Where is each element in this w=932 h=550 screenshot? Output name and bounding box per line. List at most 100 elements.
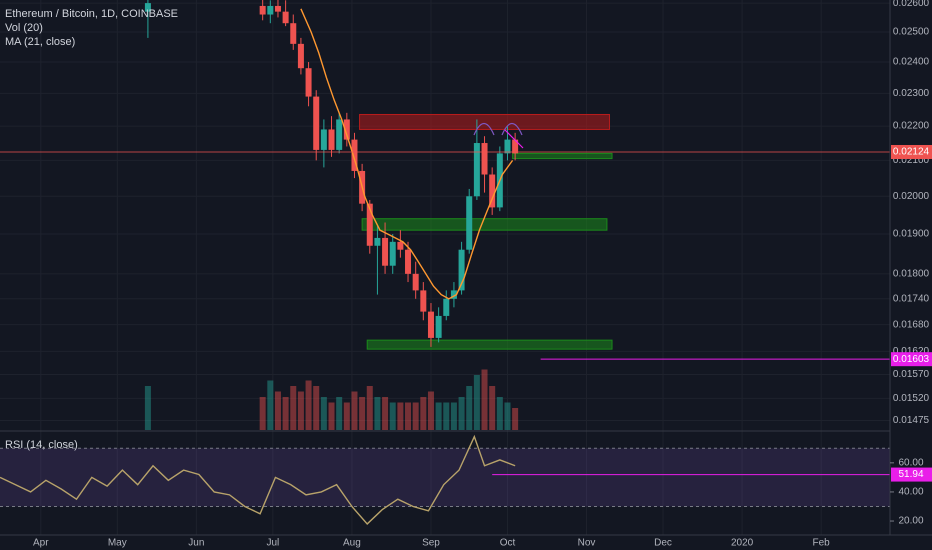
candle-body [443, 298, 450, 316]
candle-body [450, 290, 457, 299]
candle-body [412, 273, 419, 291]
volume-bar [359, 397, 366, 430]
y-tick-label: 0.01570 [893, 369, 930, 380]
chart-title: Ethereum / Bitcoin, 1D, COINBASE [5, 8, 178, 20]
x-tick-label: Jun [188, 538, 204, 549]
x-tick-label: Nov [578, 538, 596, 549]
volume-label: Vol (20) [5, 22, 43, 34]
candle-body [282, 11, 289, 24]
x-tick-label: 2020 [731, 538, 754, 549]
volume-bar [374, 397, 381, 430]
candle-body [504, 139, 511, 154]
candle-body [389, 241, 396, 266]
volume-bar [305, 380, 312, 430]
price-tag [891, 352, 932, 367]
volume-bar [435, 402, 442, 430]
volume-bar [144, 386, 151, 430]
candle-body [405, 249, 412, 274]
volume-bar [328, 402, 335, 430]
volume-bar [450, 402, 457, 430]
x-tick-label: Oct [500, 538, 516, 549]
volume-bar [259, 397, 266, 430]
price-tag-label: 0.01603 [893, 354, 930, 365]
x-tick-label: Feb [813, 538, 831, 549]
volume-bar [267, 380, 274, 430]
y-tick-label: 0.02600 [893, 0, 930, 9]
y-tick-label: 0.02500 [893, 27, 930, 38]
pattern-arcs [473, 122, 523, 136]
y-tick-label: 0.01900 [893, 229, 930, 240]
volume-bar [382, 397, 389, 430]
ma-line [300, 8, 514, 300]
volume-bar [397, 402, 404, 430]
x-tick-label: Apr [33, 538, 49, 549]
trend-line [504, 129, 524, 149]
y-tick-label: 0.01475 [893, 415, 930, 426]
volume-bar [366, 386, 373, 430]
volume-bar [297, 391, 304, 430]
candle-body [512, 139, 519, 154]
rsi-tag [891, 467, 932, 482]
candle-body [435, 315, 442, 338]
candle-body [320, 129, 327, 150]
candle-body [259, 5, 266, 15]
volume-bar [420, 397, 427, 430]
volume-bar [504, 402, 511, 430]
y-tick-label: 0.02100 [893, 155, 930, 166]
volume-bar [313, 386, 320, 430]
rsi-tick-label: 20.00 [898, 516, 923, 527]
candle-body [267, 5, 274, 15]
ma-label: MA (21, close) [5, 36, 75, 48]
volume-bar [443, 402, 450, 430]
volume-bar [473, 375, 480, 430]
volume-bar [466, 386, 473, 430]
volume-bar [336, 397, 343, 430]
y-tick-label: 0.01520 [893, 393, 930, 404]
x-tick-label: Sep [422, 538, 440, 549]
candle-body [473, 143, 480, 197]
rsi-tick-label: 60.00 [898, 457, 923, 468]
y-tick-label: 0.02200 [893, 121, 930, 132]
candle-body [290, 23, 297, 44]
candle-body [343, 119, 350, 140]
candle-body [274, 5, 281, 12]
rsi-band [0, 448, 890, 507]
zone [512, 152, 613, 160]
candle-body [466, 196, 473, 250]
candle-body [458, 249, 465, 291]
zone [366, 339, 613, 350]
price-tag [891, 144, 932, 159]
candle-body [297, 43, 304, 69]
candle-body [420, 290, 427, 312]
candle-body [427, 311, 434, 338]
volume-bar [458, 397, 465, 430]
zone [359, 113, 610, 130]
rsi-line [0, 434, 516, 525]
volume-bar [320, 397, 327, 430]
x-tick-label: Dec [654, 538, 672, 549]
volume-bar [405, 402, 412, 430]
candle-body [382, 237, 389, 266]
candle-body [481, 143, 488, 175]
volume-bar [412, 402, 419, 430]
volume-bar [512, 408, 519, 430]
x-tick-label: Aug [343, 538, 361, 549]
volume-bar [274, 391, 281, 430]
y-tick-label: 0.01800 [893, 268, 930, 279]
volume-bar [343, 402, 350, 430]
candle-body [305, 68, 312, 97]
y-tick-label: 0.02400 [893, 57, 930, 68]
rsi-tag-label: 51.94 [898, 469, 923, 480]
rsi-tick-label: 40.00 [898, 487, 923, 498]
candle-body [328, 129, 335, 150]
volume-bar [351, 391, 358, 430]
candle-body [336, 119, 343, 150]
y-tick-label: 0.01740 [893, 293, 930, 304]
zone [361, 218, 608, 231]
y-tick-label: 0.02000 [893, 191, 930, 202]
y-tick-label: 0.02300 [893, 88, 930, 99]
volume-bar [282, 397, 289, 430]
price-tag-label: 0.02124 [893, 147, 930, 158]
rsi-label: RSI (14, close) [5, 439, 78, 451]
